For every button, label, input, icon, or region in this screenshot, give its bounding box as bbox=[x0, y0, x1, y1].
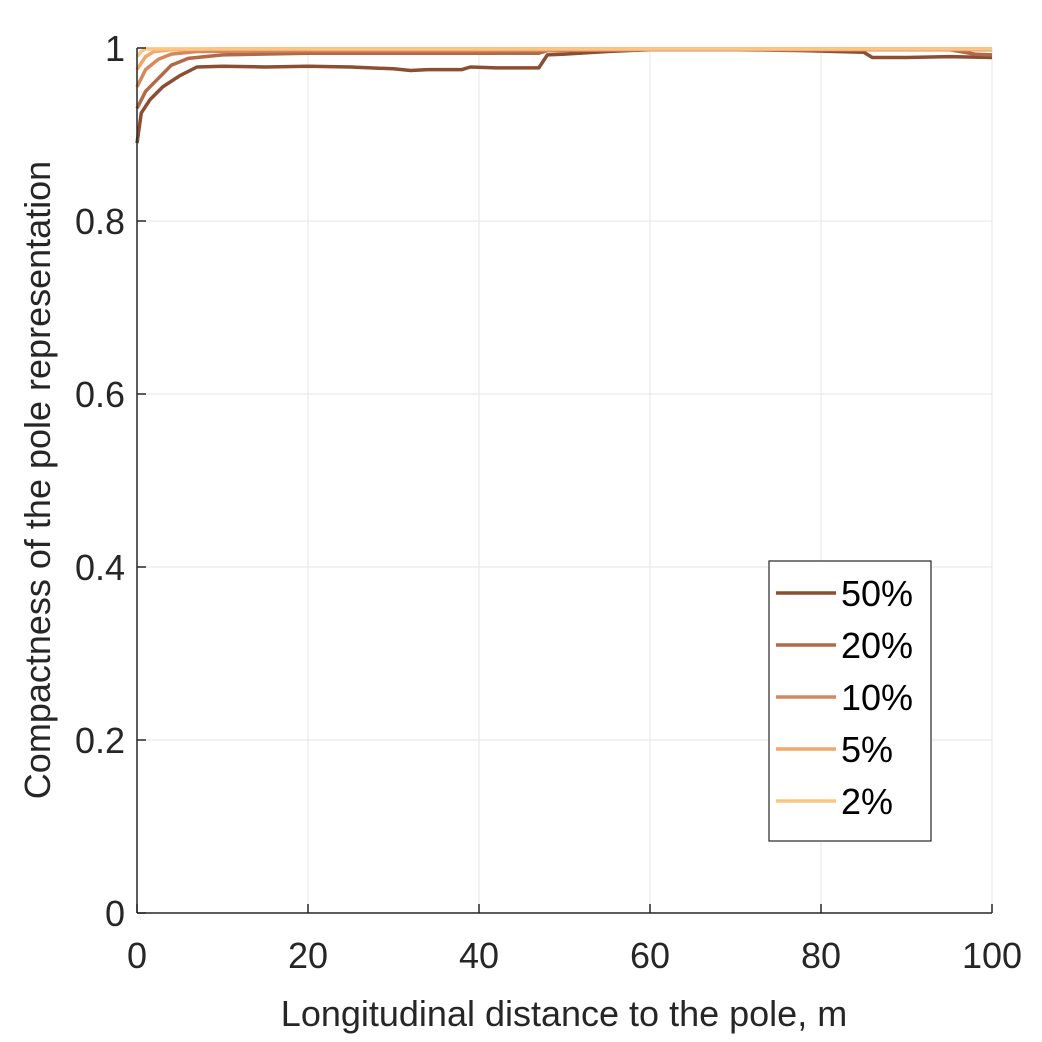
series-line-1 bbox=[135, 47, 993, 110]
series-line-0 bbox=[135, 47, 993, 144]
axes bbox=[136, 48, 992, 914]
legend-label: 10% bbox=[841, 677, 913, 718]
x-tick-label: 100 bbox=[962, 935, 1022, 976]
legend-box bbox=[768, 560, 932, 842]
series-lines bbox=[135, 47, 993, 144]
legend-label: 50% bbox=[841, 573, 913, 614]
legend-label: 5% bbox=[841, 729, 893, 770]
legend-label: 20% bbox=[841, 625, 913, 666]
series-line-4 bbox=[135, 47, 992, 58]
x-tick-label: 20 bbox=[288, 935, 328, 976]
x-tick-label: 80 bbox=[801, 935, 841, 976]
y-tick-label: 1 bbox=[105, 28, 125, 69]
y-tick-label: 0.8 bbox=[75, 201, 125, 242]
y-tick-label: 0.2 bbox=[75, 720, 125, 761]
y-tick-label: 0 bbox=[105, 893, 125, 934]
y-tick-label: 0.6 bbox=[75, 374, 125, 415]
legend: 50% 20% 10% 5% 2% bbox=[768, 560, 932, 842]
x-axis-label: Longitudinal distance to the pole, m bbox=[281, 993, 847, 1034]
y-axis-ticks: 0 0.2 0.4 0.6 0.8 1 bbox=[75, 28, 146, 934]
x-tick-label: 0 bbox=[127, 935, 147, 976]
x-tick-label: 40 bbox=[459, 935, 499, 976]
y-axis-label: Compactness of the pole representation bbox=[17, 161, 58, 799]
legend-label: 2% bbox=[841, 781, 893, 822]
x-tick-label: 60 bbox=[630, 935, 670, 976]
x-axis-ticks: 0 20 40 60 80 100 bbox=[127, 904, 1022, 976]
y-tick-label: 0.4 bbox=[75, 547, 125, 588]
